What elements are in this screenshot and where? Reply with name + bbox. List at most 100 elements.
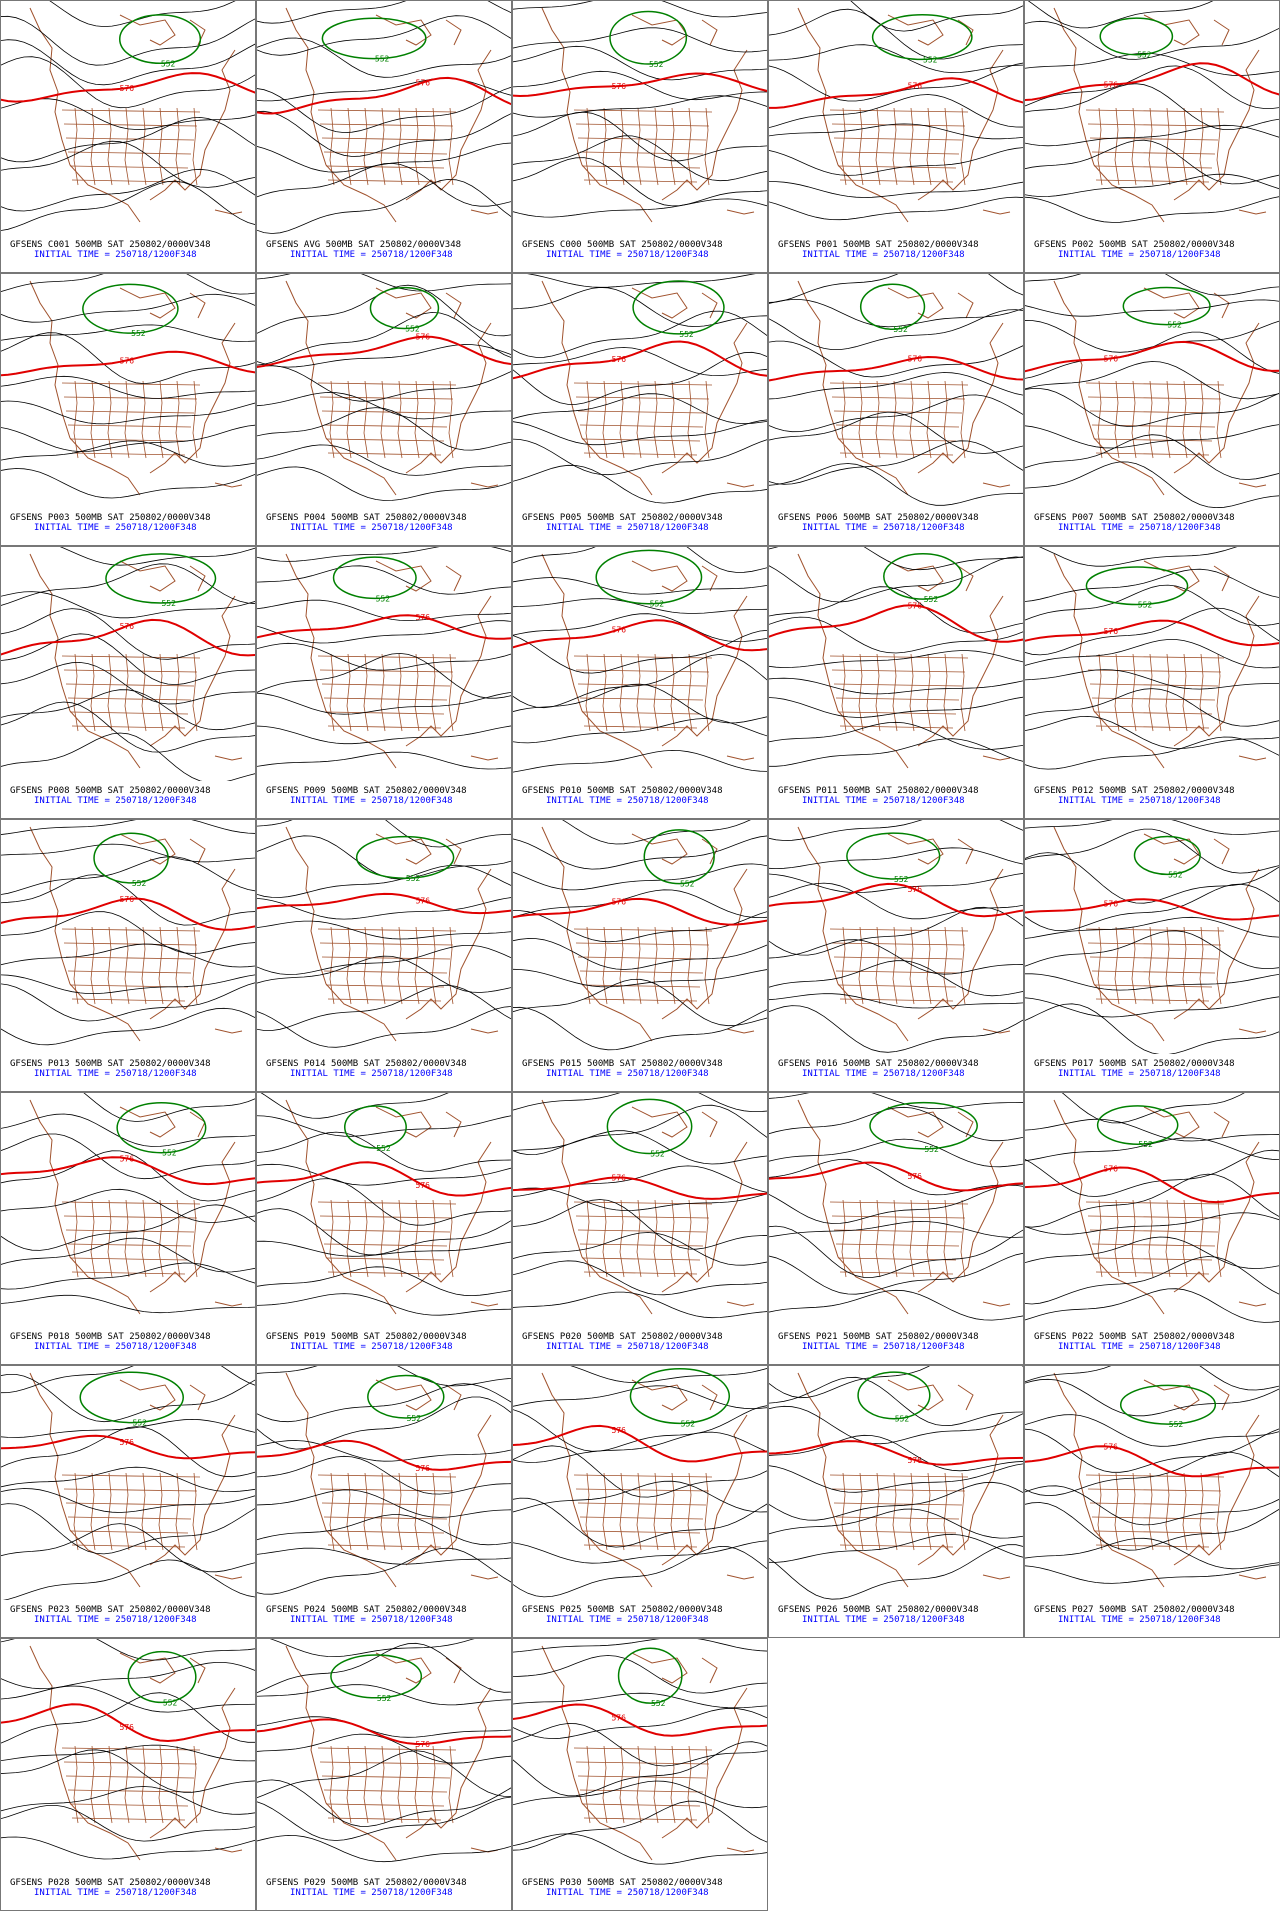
height-contour <box>513 1006 767 1051</box>
height-contour <box>1025 173 1279 198</box>
height-contour <box>1 591 255 619</box>
contour-552 <box>369 286 440 330</box>
contour-label: 576 <box>612 355 627 364</box>
state-line <box>1131 926 1137 1005</box>
state-line <box>67 424 192 428</box>
state-line <box>73 653 79 732</box>
height-contour <box>1 1488 255 1513</box>
state-line <box>363 107 369 186</box>
state-line <box>323 424 448 428</box>
state-line <box>325 438 445 442</box>
height-contour <box>257 691 511 715</box>
height-contour <box>1025 1212 1279 1235</box>
height-contour <box>1 1294 255 1314</box>
height-contour <box>513 1480 767 1513</box>
state-line <box>1148 1472 1154 1551</box>
contour-552 <box>1099 17 1174 56</box>
state-line <box>397 380 403 459</box>
map-panel: 576 552 GFSENS P007 500MB SAT 250802/0000V… <box>1024 273 1280 546</box>
height-contour <box>513 978 767 1027</box>
state-line <box>581 1803 701 1807</box>
height-contour <box>257 391 511 420</box>
height-contour <box>1 661 255 705</box>
height-contour <box>513 287 767 328</box>
map-panel: 576 552 GFSENS P023 500MB SAT 250802/0000V… <box>0 1365 256 1638</box>
map-panel: 576 552 GFSENS P027 500MB SAT 250802/0000V… <box>1024 1365 1280 1638</box>
height-contour <box>257 1642 511 1694</box>
state-line <box>1114 926 1120 1005</box>
map-panel: 576 552 GFSENS P021 500MB SAT 250802/0000V… <box>768 1092 1024 1365</box>
contour-576 <box>769 604 1023 643</box>
state-line <box>363 380 369 459</box>
contour-576 <box>513 340 767 380</box>
state-line <box>431 1472 437 1551</box>
map-area: 576 552 <box>769 1093 1023 1321</box>
state-line <box>107 1745 113 1824</box>
height-contour <box>257 955 511 993</box>
height-contour <box>257 751 511 770</box>
state-line <box>69 165 189 169</box>
panel-frame <box>256 1092 512 1365</box>
state-line <box>1093 1530 1213 1534</box>
state-line <box>579 424 704 428</box>
state-line <box>943 1472 949 1551</box>
state-line <box>65 1229 195 1233</box>
state-line <box>346 926 352 1005</box>
height-contour <box>1 856 255 895</box>
height-contour <box>513 749 767 773</box>
panel-frame <box>768 546 1024 819</box>
height-contour <box>1 324 255 342</box>
panel-init-time: INITIAL TIME = 250718/1200F348 <box>290 523 453 533</box>
panel-init-time: INITIAL TIME = 250718/1200F348 <box>802 1069 965 1079</box>
state-line <box>841 1472 847 1551</box>
map-panel: 576 552 GFSENS P020 500MB SAT 250802/0000V… <box>512 1092 768 1365</box>
height-contour <box>257 565 511 595</box>
height-contour <box>1 1426 255 1478</box>
state-line <box>323 697 448 701</box>
state-line <box>835 424 960 428</box>
height-contour <box>1 56 255 109</box>
state-line <box>124 380 130 459</box>
map-panel: 576 552 GFSENS C001 500MB SAT 250802/0000V… <box>0 0 256 273</box>
state-line <box>1089 410 1219 414</box>
map-panel: 576 552 GFSENS P019 500MB SAT 250802/0000V… <box>256 1092 512 1365</box>
contour-label: 552 <box>405 324 420 333</box>
height-contour <box>257 86 511 134</box>
state-line <box>858 926 864 1005</box>
panel-title: GFSENS P012 500MB SAT 250802/0000V348 <box>1034 786 1234 796</box>
height-contour <box>257 1383 511 1423</box>
height-contour <box>257 466 511 501</box>
state-line <box>602 653 608 732</box>
contour-576 <box>513 1424 767 1463</box>
state-line <box>837 1257 957 1261</box>
map-panel: 576 552 GFSENS P024 500MB SAT 250802/0000V… <box>256 1365 512 1638</box>
map-area: 576 552 <box>1 1093 255 1315</box>
contour-label: 552 <box>1167 321 1182 330</box>
height-contour <box>769 738 1023 767</box>
height-contour <box>769 340 1023 378</box>
state-line <box>325 165 445 169</box>
state-line <box>1087 1215 1222 1219</box>
state-line <box>619 1745 625 1824</box>
contour-label: 552 <box>132 879 147 888</box>
state-line <box>65 956 195 960</box>
panel-frame <box>768 273 1024 546</box>
state-line <box>653 1199 659 1278</box>
height-contour <box>769 1463 1023 1493</box>
state-line <box>192 1745 198 1824</box>
state-line <box>325 1803 445 1807</box>
height-contour <box>1025 1537 1279 1570</box>
state-line <box>380 1745 386 1824</box>
state-line <box>1091 697 1216 701</box>
height-contour <box>1025 568 1279 602</box>
state-line <box>65 137 195 141</box>
state-line <box>1165 107 1171 186</box>
state-line <box>448 380 454 459</box>
state-line <box>73 107 79 186</box>
height-contour <box>769 939 1023 975</box>
state-line <box>380 653 386 732</box>
panel-title: GFSENS P019 500MB SAT 250802/0000V348 <box>266 1332 466 1342</box>
height-contour <box>257 311 511 366</box>
height-contour <box>1 39 255 86</box>
height-contour <box>1 701 255 753</box>
